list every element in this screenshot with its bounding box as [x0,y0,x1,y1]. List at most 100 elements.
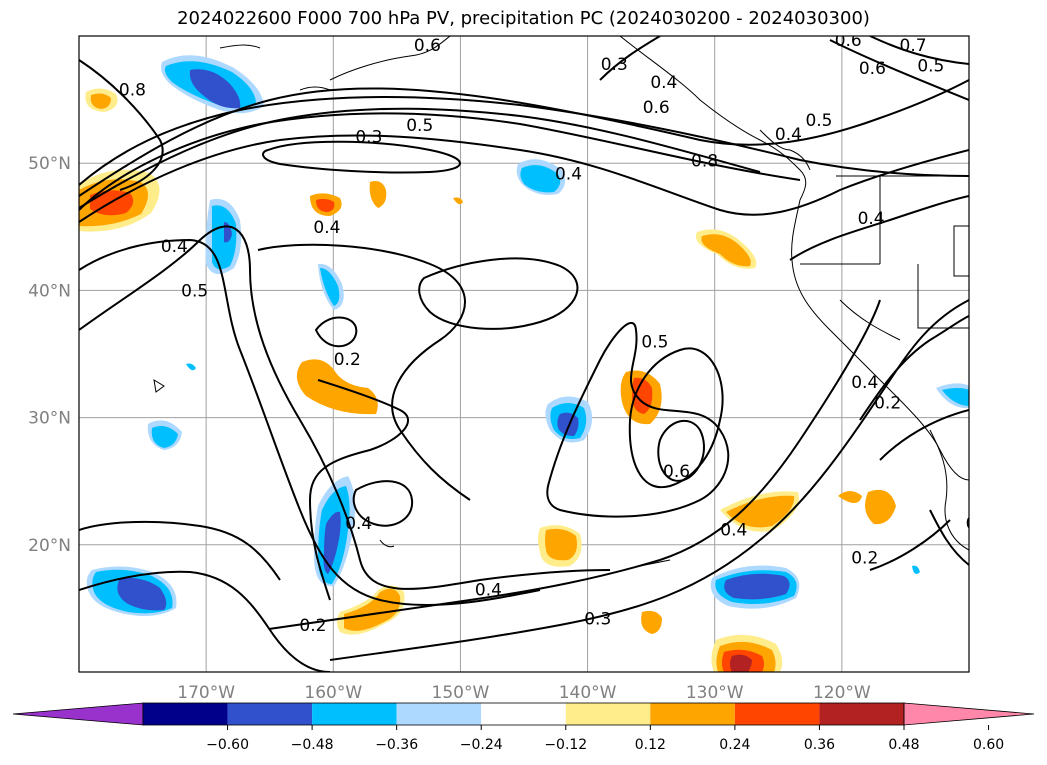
pv-contour-line [79,225,611,590]
pv-contour-line [869,36,969,65]
contour-labels: 0.80.60.30.50.40.40.50.20.40.30.40.60.80… [119,31,993,636]
pv-contour-line [268,299,881,630]
precipitation-fill [79,55,969,672]
contour-label: 0.2 [334,350,361,370]
pv-contour-line [79,238,541,607]
pv-contour-line [352,480,414,527]
colorbar-segment [143,703,228,725]
latitude-labels: 50°N 40°N 30°N 20°N [28,154,71,556]
map-content: 0.80.60.30.50.40.40.50.20.40.30.40.60.80… [79,31,993,672]
contour-label: 0.4 [650,73,677,93]
coastline [759,129,811,171]
pv-contours [79,36,969,672]
contour-label: 0.4 [313,218,340,238]
colorbar-tick-label: 0.36 [804,737,835,753]
colorbar-segment [565,703,651,725]
precip-negative-area [912,565,920,574]
precip-negative-area [323,511,341,574]
coastline [153,379,165,393]
contour-label: 0.4 [555,164,582,184]
pv-contour-line [599,36,661,81]
contour-label: 0.3 [601,55,628,75]
precip-positive-area [701,234,751,267]
contour-label: 0.2 [299,616,326,636]
contour-label: 0.2 [966,514,993,534]
colorbar-tick-label: −0.60 [206,737,249,753]
contour-label: 0.4 [345,514,372,534]
contour-label: 0.6 [835,31,862,51]
pv-contour-line [262,140,461,174]
pv-contour-line [79,520,281,581]
contour-label: 0.4 [720,521,747,541]
longitude-labels: 170°W 160°W 150°W 140°W 130°W 120°W [177,683,871,703]
map-frame [78,35,970,673]
pv-contour-line [789,195,969,261]
precip-negative-area [724,573,790,600]
colorbar-segment [396,703,482,725]
colorbar-extend-min [12,702,144,726]
latitude-label: 50°N [28,154,71,174]
contour-label: 0.4 [851,373,878,393]
precip-negative-area [151,426,178,448]
pv-contour-line [418,257,579,330]
coastline [219,44,261,49]
contour-label: 0.6 [663,462,690,482]
precip-positive-area [865,489,896,525]
colorbar-tick-label: 0.60 [973,737,1004,753]
contour-label: 0.2 [874,393,901,413]
coastline [639,559,671,567]
colorbar-segment [227,703,313,725]
pv-contour-line [79,95,969,186]
precip-negative-area [520,165,561,193]
longitude-label: 170°W [177,683,235,703]
colorbar: −0.60 −0.48 −0.36 −0.24 −0.12 0.12 0.24 0.36 0.4… [12,702,1035,753]
colorbar-extend-max [903,702,1035,726]
contour-label: 0.6 [643,98,670,118]
precip-positive-area [369,181,387,208]
precip-negative-area [320,268,340,306]
pv-contour-line [929,509,969,566]
colorbar-tick-label: −0.36 [375,737,418,753]
contour-label: 0.6 [414,36,441,56]
precip-negative-area [942,388,969,406]
pv-contour-line [879,409,969,461]
contour-label: 0.4 [858,209,885,229]
longitude-label: 150°W [432,683,490,703]
pv-contour-line [628,347,724,489]
contour-label: 0.4 [161,237,188,257]
contour-label: 0.5 [805,111,832,131]
coastline [619,36,807,201]
contour-label: 0.2 [851,549,878,569]
contour-label: 0.8 [691,152,718,172]
coastline [791,199,969,481]
coastlines [153,36,969,567]
coastline [917,264,969,329]
pv-contour-line [546,321,730,518]
pv-contour-line [79,79,969,197]
colorbar-tick-label: 0.12 [635,737,666,753]
colorbar-segment [819,703,904,725]
coastline [953,225,969,277]
longitude-label: 130°W [686,683,744,703]
colorbar-segment [650,703,735,725]
contour-label: 0.5 [917,56,944,76]
map-background [79,36,969,672]
contour-label: 0.5 [641,332,668,352]
colorbar-segment [734,703,820,725]
contour-label: 0.3 [355,127,382,147]
precip-positive-area [90,93,111,109]
pv-contour-line [869,519,951,571]
precip-positive-area [545,528,577,561]
precip-negative-area [186,363,196,371]
precip-negative-area [189,69,241,109]
contour-label: 0.3 [584,610,611,630]
pv-contour-line [79,107,761,209]
colorbar-segment [481,703,566,725]
colorbar-tick-label: 0.24 [719,737,750,753]
precip-positive-area [726,495,795,528]
colorbar-frame [142,702,905,726]
colorbar-tick-label: −0.48 [291,737,334,753]
longitude-label: 120°W [813,683,871,703]
pv-contour-line [257,243,471,501]
